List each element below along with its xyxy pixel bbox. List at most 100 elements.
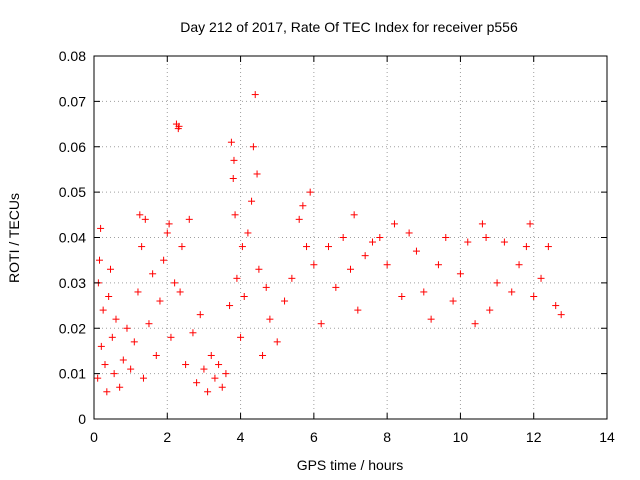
x-tick-label: 6	[310, 429, 318, 445]
x-tick-label: 14	[599, 429, 615, 445]
y-tick-label: 0.04	[59, 230, 86, 246]
data-point	[94, 374, 102, 382]
y-axis-label: ROTI / TECUs	[6, 193, 22, 283]
data-point	[152, 351, 160, 359]
data-point	[175, 122, 183, 130]
data-point	[325, 243, 333, 251]
data-point	[405, 229, 413, 237]
data-point	[537, 274, 545, 282]
data-point	[478, 220, 486, 228]
y-tick-label: 0.06	[59, 139, 86, 155]
data-point	[434, 261, 442, 269]
data-point	[493, 279, 501, 287]
data-point	[544, 243, 552, 251]
data-point	[281, 297, 289, 305]
y-tick-label: 0.08	[59, 48, 86, 64]
x-tick-label: 4	[237, 429, 245, 445]
x-axis-label: GPS time / hours	[297, 457, 404, 473]
data-point	[178, 243, 186, 251]
data-point	[398, 292, 406, 300]
data-point	[123, 324, 131, 332]
x-tick-label: 8	[383, 429, 391, 445]
x-tick-label: 0	[90, 429, 98, 445]
data-point	[500, 238, 508, 246]
data-point	[361, 252, 369, 260]
data-point	[299, 202, 307, 210]
data-point	[482, 234, 490, 241]
data-point	[138, 243, 146, 251]
data-point	[160, 256, 168, 264]
data-point	[486, 306, 494, 314]
data-point	[167, 333, 175, 341]
data-point	[557, 311, 565, 319]
data-point	[456, 270, 464, 278]
data-point	[196, 311, 204, 319]
data-point	[253, 170, 261, 178]
data-point	[207, 351, 215, 359]
data-point	[134, 288, 142, 296]
data-point	[376, 234, 384, 241]
x-tick-label: 2	[163, 429, 171, 445]
data-point	[412, 247, 420, 255]
data-point	[99, 306, 107, 314]
data-point	[390, 220, 398, 228]
data-point	[136, 211, 144, 219]
data-point	[237, 333, 245, 341]
data-point	[508, 288, 516, 296]
data-point	[231, 211, 239, 219]
data-point	[552, 302, 560, 310]
axis-ticks: 0 0.01 0.02 0.03 0.04 0.05 0.06 0.07 0.08 0 2 4 6 8 10…	[59, 48, 615, 445]
data-point	[227, 138, 235, 146]
data-point	[306, 188, 314, 196]
data-point	[310, 261, 318, 269]
data-point	[119, 356, 127, 364]
data-point	[339, 234, 347, 241]
data-point	[101, 361, 109, 369]
data-point	[97, 342, 105, 350]
y-tick-label: 0	[78, 411, 86, 427]
data-point	[165, 220, 173, 228]
data-point	[288, 274, 296, 282]
data-point	[110, 370, 118, 378]
data-point	[193, 379, 201, 387]
data-point	[383, 261, 391, 269]
data-point	[427, 315, 435, 323]
data-point	[163, 229, 171, 237]
data-point	[116, 383, 124, 391]
x-tick-label: 10	[453, 429, 469, 445]
data-point	[526, 220, 534, 228]
data-point	[189, 329, 197, 337]
grid-lines	[94, 56, 607, 419]
data-point	[244, 229, 252, 237]
data-point	[249, 143, 257, 151]
y-tick-label: 0.07	[59, 93, 86, 109]
x-tick-label: 12	[526, 429, 542, 445]
data-point	[139, 374, 147, 382]
data-point	[182, 361, 190, 369]
data-point	[105, 292, 113, 300]
y-tick-label: 0.03	[59, 275, 86, 291]
data-point	[103, 388, 111, 396]
data-point	[350, 211, 358, 219]
data-point	[106, 265, 114, 273]
data-point	[251, 91, 259, 99]
data-point	[471, 320, 479, 328]
data-point	[266, 315, 274, 323]
data-point	[185, 215, 193, 223]
data-point	[442, 234, 450, 241]
data-point	[248, 197, 256, 205]
data-point	[112, 315, 120, 323]
y-tick-label: 0.05	[59, 184, 86, 200]
data-point	[95, 256, 103, 264]
data-point	[127, 365, 135, 373]
data-point	[226, 302, 234, 310]
data-point	[141, 215, 149, 223]
data-point	[530, 292, 538, 300]
y-tick-label: 0.02	[59, 320, 86, 336]
data-point	[255, 265, 263, 273]
data-point	[145, 320, 153, 328]
data-point	[238, 243, 246, 251]
data-point	[230, 156, 238, 164]
data-point	[222, 370, 230, 378]
data-point	[464, 238, 472, 246]
